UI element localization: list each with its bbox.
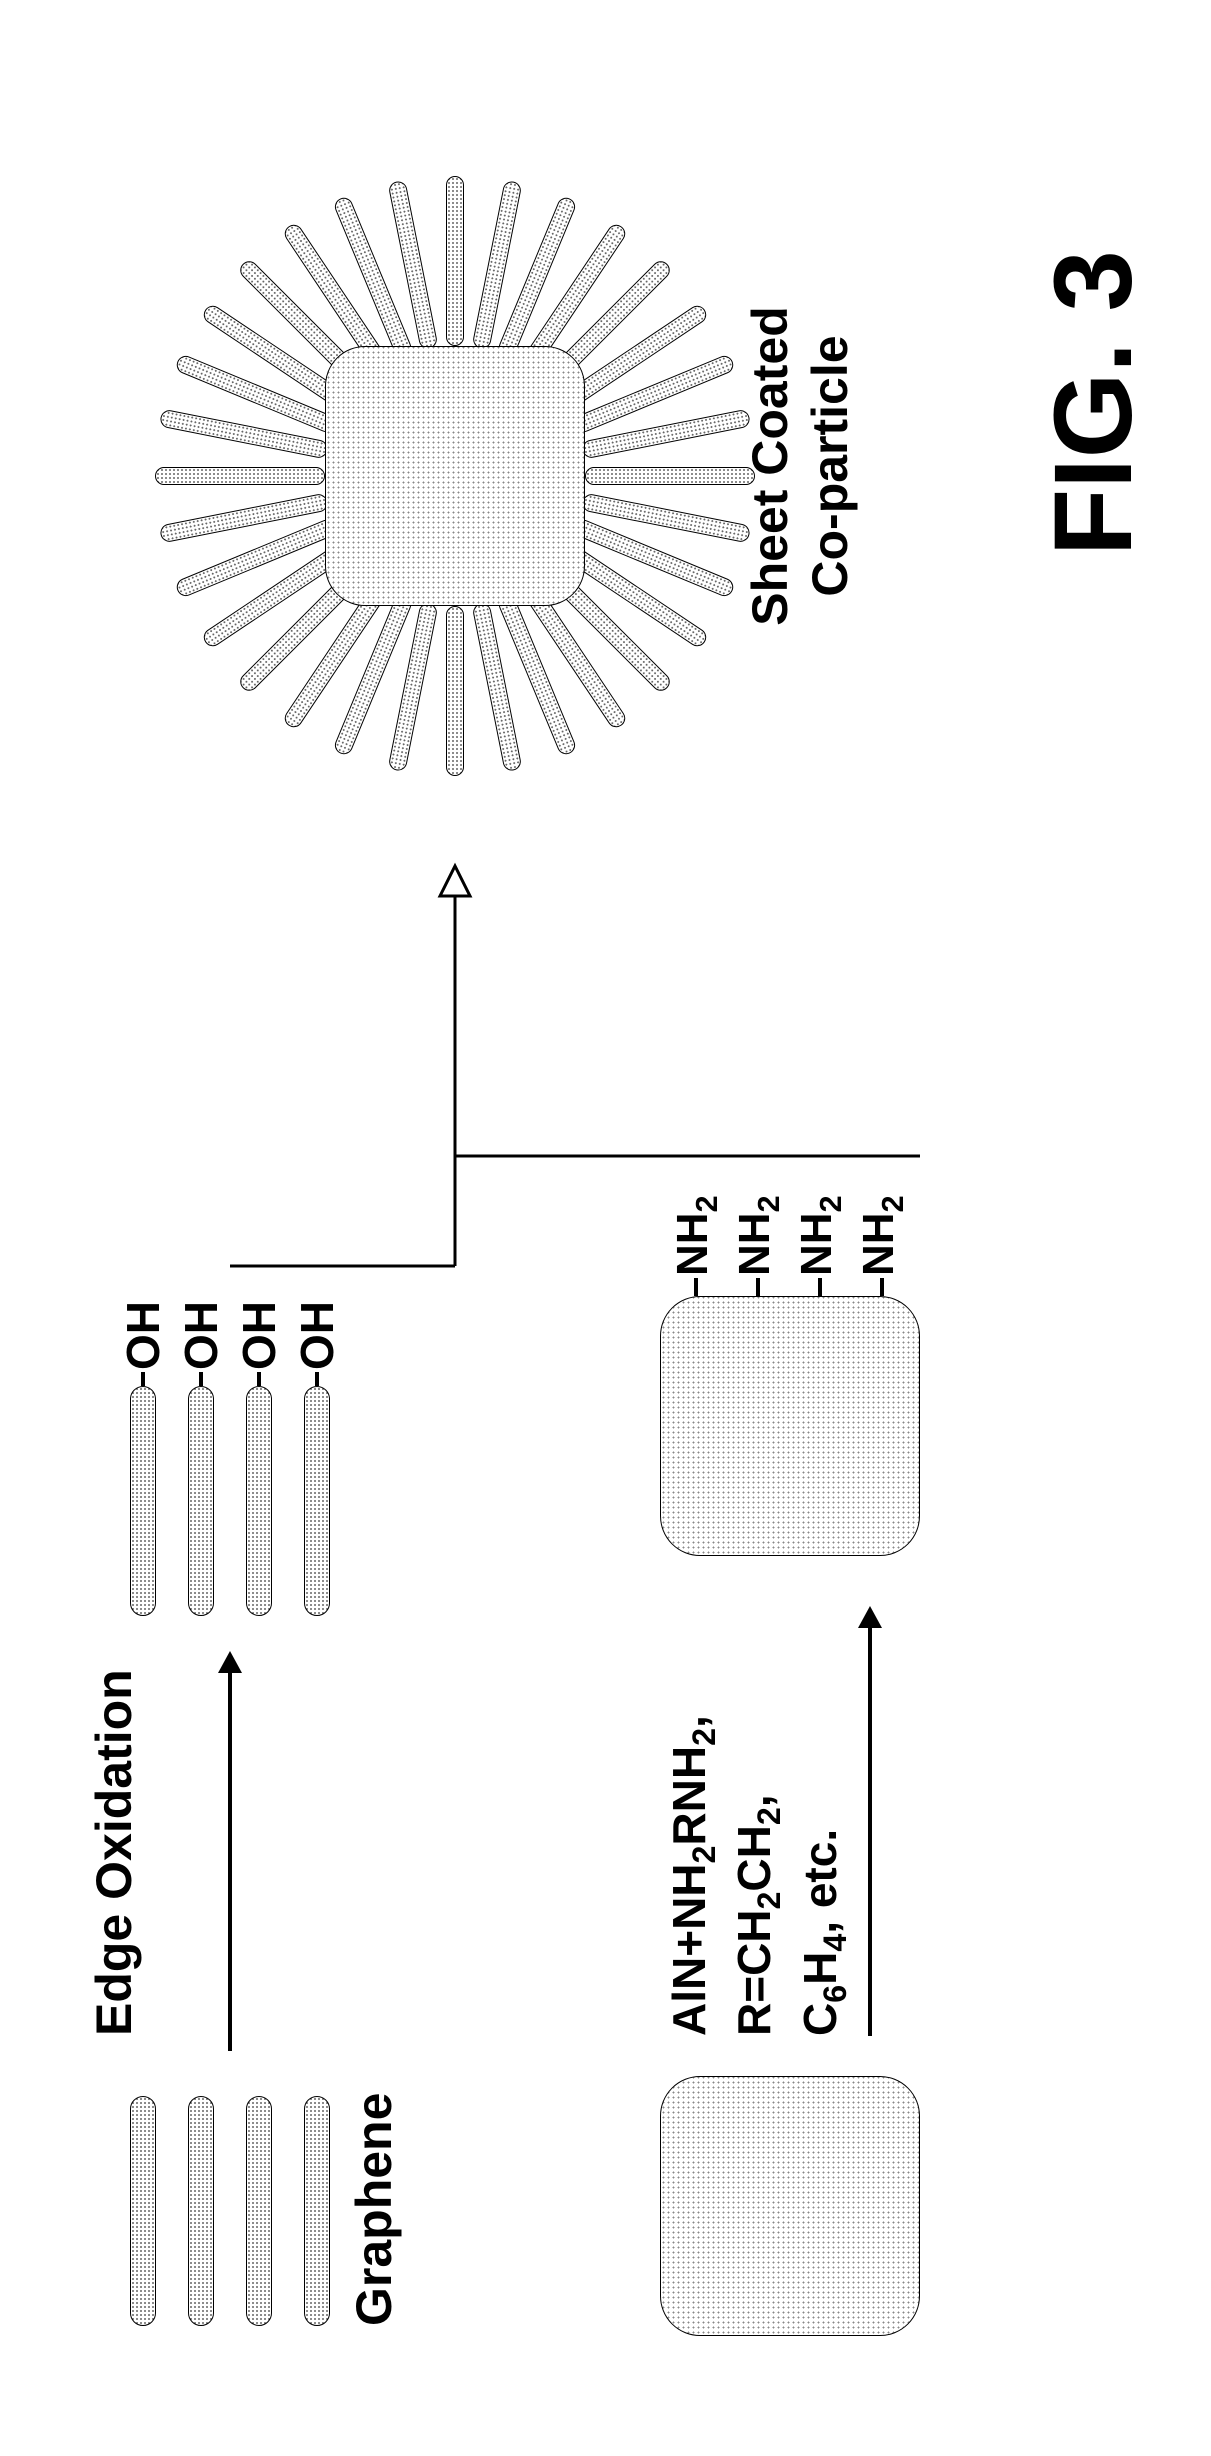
reagent-text: AlN+NH2RNH2, R=CH2CH2, C6H4, etc. [660, 1715, 856, 2036]
t: , [663, 1715, 715, 1728]
figure-label: FIG. 3 [1030, 250, 1157, 556]
t: 6 [817, 1985, 853, 2003]
t: 2 [752, 1892, 788, 1910]
bond-line [257, 1372, 261, 1386]
oxidized-sheet [188, 1386, 214, 1616]
t: C [794, 2003, 846, 2036]
nh2-particle [660, 1296, 920, 1556]
bond-line [880, 1278, 884, 1296]
t: 2 [686, 1728, 722, 1746]
product-spike [155, 467, 325, 485]
reagent-line-3: C6H4, etc. [791, 1715, 856, 2036]
t: RNH [663, 1746, 715, 1846]
oh-label: OH [174, 1301, 228, 1370]
bond-line [315, 1372, 319, 1386]
bond-line [141, 1372, 145, 1386]
oh-label: OH [290, 1301, 344, 1370]
product-label: Sheet Coated Co-particle [740, 256, 860, 676]
t: CH [728, 1825, 780, 1891]
arrow-amination [850, 1606, 890, 2036]
combine-lines [230, 816, 930, 1276]
product-label-line2: Co-particle [800, 256, 860, 676]
graphene-sheet [246, 2096, 272, 2326]
graphene-sheet [130, 2096, 156, 2326]
product-spike [585, 467, 755, 485]
graphene-sheet [304, 2096, 330, 2326]
graphene-label: Graphene [345, 2093, 403, 2326]
t: , etc. [794, 1829, 846, 1934]
bond-line [818, 1278, 822, 1296]
product-label-line1: Sheet Coated [740, 256, 800, 676]
oxidized-sheet [304, 1386, 330, 1616]
t: 2 [752, 1807, 788, 1825]
t: 2 [686, 1846, 722, 1864]
reagent-line-2: R=CH2CH2, [725, 1715, 790, 2036]
t: H [794, 1952, 846, 1985]
product-spike [446, 176, 464, 346]
product-coparticle [175, 196, 735, 756]
bond-line [756, 1278, 760, 1296]
reagent-line-1: AlN+NH2RNH2, [660, 1715, 725, 2036]
bond-line [199, 1372, 203, 1386]
oxidized-sheet [130, 1386, 156, 1616]
bond-line [694, 1278, 698, 1296]
t: , [728, 1794, 780, 1807]
plain-particle [660, 2076, 920, 2336]
t: AlN+NH [663, 1863, 715, 2036]
oh-label: OH [116, 1301, 170, 1370]
oxidized-sheet [246, 1386, 272, 1616]
arrow-edge-oxidation [210, 1651, 250, 2051]
oh-label: OH [232, 1301, 286, 1370]
t: R=CH [728, 1909, 780, 2036]
t: 4 [817, 1934, 853, 1952]
product-core [325, 346, 585, 606]
graphene-sheet [188, 2096, 214, 2326]
product-spike [446, 606, 464, 776]
edge-oxidation-label: Edge Oxidation [85, 1669, 143, 2036]
figure-landscape: Graphene Edge Oxidation OH OH OH OH AlN+… [0, 0, 1211, 2456]
